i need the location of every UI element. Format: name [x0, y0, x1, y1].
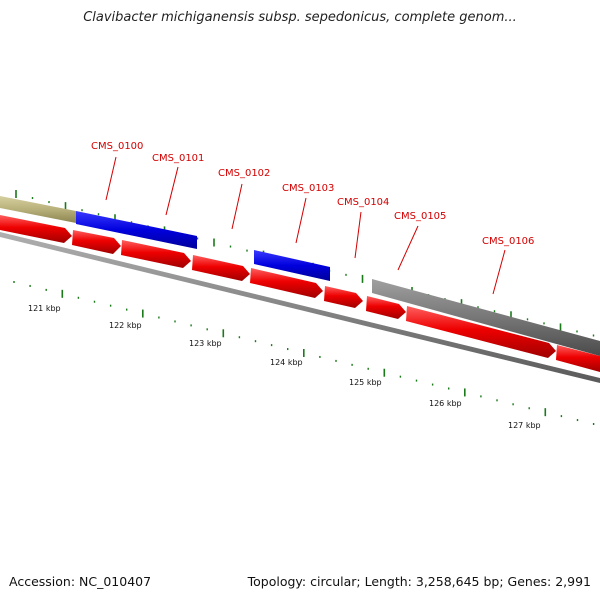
cds-arrow[interactable] [72, 230, 121, 254]
cds-arrow[interactable] [0, 215, 72, 243]
label-leaders [105, 156, 506, 295]
kbp-label: 123 kbp [189, 339, 222, 348]
kbp-label: 125 kbp [349, 378, 382, 387]
gene-cms-0105-0106-gray[interactable] [372, 279, 600, 356]
genome-summary-text: Topology: circular; Length: 3,258,645 bp… [247, 574, 591, 589]
gene-label-cms-0105[interactable]: CMS_0105 [394, 211, 446, 222]
kbp-label: 126 kbp [429, 399, 462, 408]
cds-arrow[interactable] [121, 240, 191, 268]
accession-text: Accession: NC_010407 [9, 574, 152, 589]
kbp-label: 124 kbp [270, 358, 303, 367]
kbp-ruler [13, 281, 595, 426]
gene-label-cms-0101[interactable]: CMS_0101 [152, 153, 204, 164]
cds-arrow[interactable] [250, 268, 323, 298]
gene-cms-0100-0101-blue[interactable] [76, 211, 197, 249]
gene-cms-0103-blue[interactable] [254, 250, 330, 281]
gene-label-cms-0104[interactable]: CMS_0104 [337, 197, 389, 208]
kbp-label: 121 kbp [28, 304, 61, 313]
cds-arrow[interactable] [192, 255, 250, 281]
gene-label-cms-0103[interactable]: CMS_0103 [282, 183, 334, 194]
genome-backbone [0, 232, 600, 383]
kbp-label: 127 kbp [508, 421, 541, 430]
kbp-labels: 121 kbp 122 kbp 123 kbp 124 kbp 125 kbp … [28, 304, 541, 430]
cds-arrow[interactable] [406, 306, 556, 358]
kbp-label: 122 kbp [109, 321, 142, 330]
gene-olive[interactable] [0, 196, 76, 223]
cds-arrow[interactable] [324, 286, 363, 308]
map-title: Clavibacter michiganensis subsp. sepedon… [83, 10, 517, 25]
cds-arrow[interactable] [366, 296, 406, 319]
cds-arrow-row [0, 215, 600, 372]
cds-arrow[interactable] [556, 345, 600, 372]
feature-band-upper [0, 196, 600, 356]
gene-label-cms-0102[interactable]: CMS_0102 [218, 168, 270, 179]
gene-label-cms-0106[interactable]: CMS_0106 [482, 236, 534, 247]
gene-label-cms-0100[interactable]: CMS_0100 [91, 141, 143, 152]
gene-labels: CMS_0100 CMS_0101 CMS_0102 CMS_0103 CMS_… [91, 141, 534, 247]
